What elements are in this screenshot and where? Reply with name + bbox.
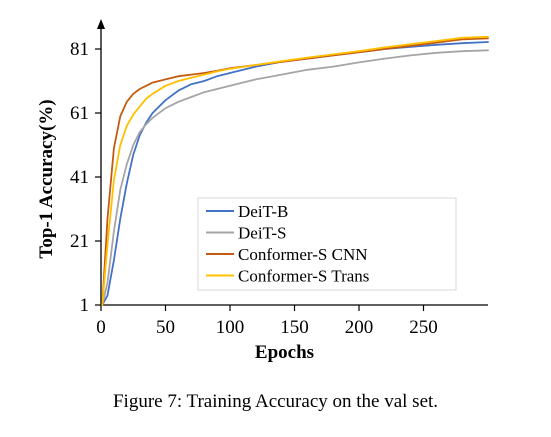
y-axis-title: Top-1 Accuracy(%) — [36, 99, 57, 258]
y-tick-label: 41 — [70, 167, 89, 188]
legend-entry: Conformer-S CNN — [238, 245, 368, 264]
y-axis-arrow — [97, 19, 105, 29]
series-line-conformer-s-trans — [101, 35, 489, 306]
line-chart: 1 21 41 61 81 0 50 100 150 200 250 Epochs Top-1 Accu… — [36, 19, 489, 363]
y-tick-label: 1 — [80, 295, 90, 316]
x-tick-label: 50 — [156, 317, 175, 338]
legend-entry: DeiT-S — [238, 224, 287, 243]
legend-entry: Conformer-S Trans — [238, 267, 369, 286]
x-tick-label: 0 — [96, 317, 106, 338]
legend-entry: DeiT-B — [238, 202, 288, 221]
x-tick-label: 100 — [216, 317, 245, 338]
y-tick-label: 81 — [70, 39, 89, 60]
x-axis-title: Epochs — [255, 342, 314, 363]
y-tick-label: 21 — [70, 231, 89, 252]
x-tick-label: 250 — [409, 317, 438, 338]
x-tick-label: 200 — [345, 317, 374, 338]
y-tick-label: 61 — [70, 103, 89, 124]
legend-box — [197, 197, 457, 291]
axes: 1 21 41 61 81 0 50 100 150 200 250 Epochs Top-1 Accu… — [36, 19, 488, 363]
series-line-deit-s — [101, 49, 489, 306]
figure-caption: Figure 7: Training Accuracy on the val s… — [112, 391, 439, 412]
series-line-conformer-s-cnn — [101, 37, 489, 306]
legend: DeiT-B DeiT-S Conformer-S CNN Conformer-S T… — [197, 197, 457, 291]
x-tick-label: 150 — [280, 317, 309, 338]
series-lines — [101, 35, 489, 306]
